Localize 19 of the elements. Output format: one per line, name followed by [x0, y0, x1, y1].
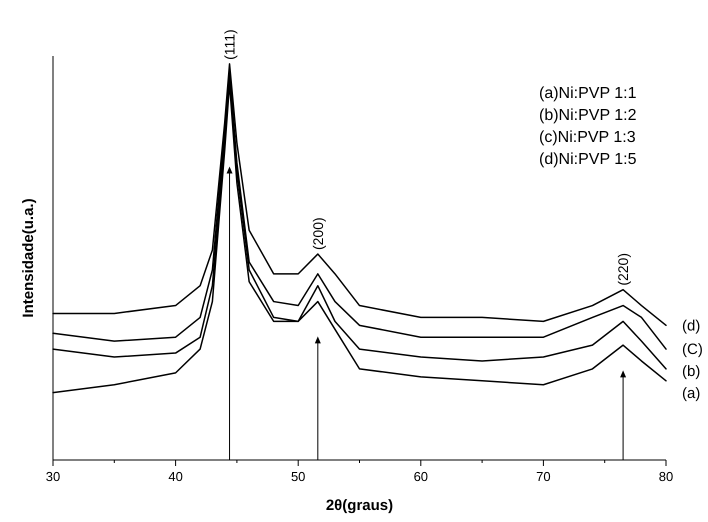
annotation: (220): [615, 253, 632, 286]
annotation: (c)Ni:PVP 1:3: [539, 129, 636, 146]
series-label: (a): [682, 385, 700, 402]
x-tick-label: 30: [46, 469, 60, 484]
annotation: (111): [222, 29, 238, 60]
x-tick-label: 60: [414, 469, 428, 484]
x-tick-label: 50: [290, 469, 306, 484]
series-label: (C): [682, 341, 703, 358]
x-tick-label: 40: [168, 469, 183, 484]
annotation: (a)Ni:PVP 1:1: [539, 85, 637, 102]
x-tick-label: 80: [658, 469, 674, 484]
x-axis-title: 2θ(graus): [326, 497, 394, 514]
x-tick-label: 70: [536, 469, 551, 484]
annotation: (d)Ni:PVP 1:5: [539, 151, 637, 168]
annotation: (b)Ni:PVP 1:2: [539, 107, 637, 124]
series-label: (b): [682, 363, 700, 380]
y-axis-title: Intensidade(u.a.): [20, 198, 37, 318]
annotation: (200): [310, 217, 326, 250]
series-label: (d): [682, 317, 700, 334]
